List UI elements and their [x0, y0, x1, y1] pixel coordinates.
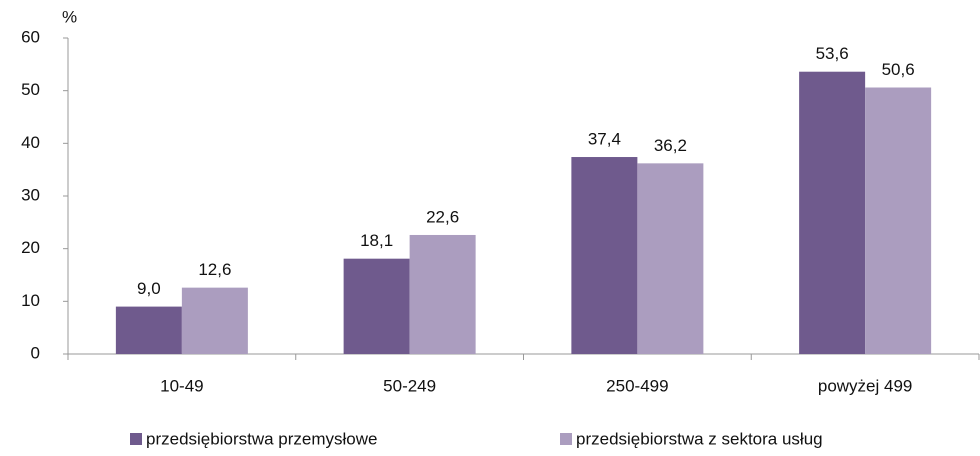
x-tick-label: 250-499: [606, 376, 668, 395]
data-label: 9,0: [137, 279, 161, 298]
y-tick-label: 30: [21, 185, 40, 204]
bar: [571, 157, 638, 354]
legend-swatch: [560, 433, 572, 445]
data-label: 36,2: [654, 136, 687, 155]
y-tick-label: 20: [21, 238, 40, 257]
legend-label: przedsiębiorstwa z sektora usług: [576, 429, 823, 448]
bar: [637, 163, 704, 354]
y-tick-label: 60: [21, 27, 40, 46]
data-label: 12,6: [198, 260, 231, 279]
y-tick-label: 10: [21, 291, 40, 310]
data-label: 50,6: [882, 60, 915, 79]
y-tick-label: 0: [31, 343, 40, 362]
legend-label: przedsiębiorstwa przemysłowe: [146, 429, 377, 448]
bar: [343, 258, 410, 354]
data-label: 37,4: [588, 130, 621, 149]
data-label: 22,6: [426, 207, 459, 226]
legend-swatch: [130, 433, 142, 445]
data-label: 53,6: [816, 44, 849, 63]
x-tick-label: 10-49: [160, 376, 203, 395]
data-label: 18,1: [360, 231, 393, 250]
bar: [409, 234, 476, 354]
y-tick-label: 50: [21, 80, 40, 99]
bar: [799, 71, 866, 354]
bar: [115, 306, 182, 354]
x-tick-label: 50-249: [383, 376, 436, 395]
x-tick-label: powyżej 499: [818, 376, 913, 395]
y-axis-unit: %: [62, 7, 77, 26]
y-tick-label: 40: [21, 133, 40, 152]
bar: [865, 87, 932, 355]
bar: [181, 287, 248, 354]
